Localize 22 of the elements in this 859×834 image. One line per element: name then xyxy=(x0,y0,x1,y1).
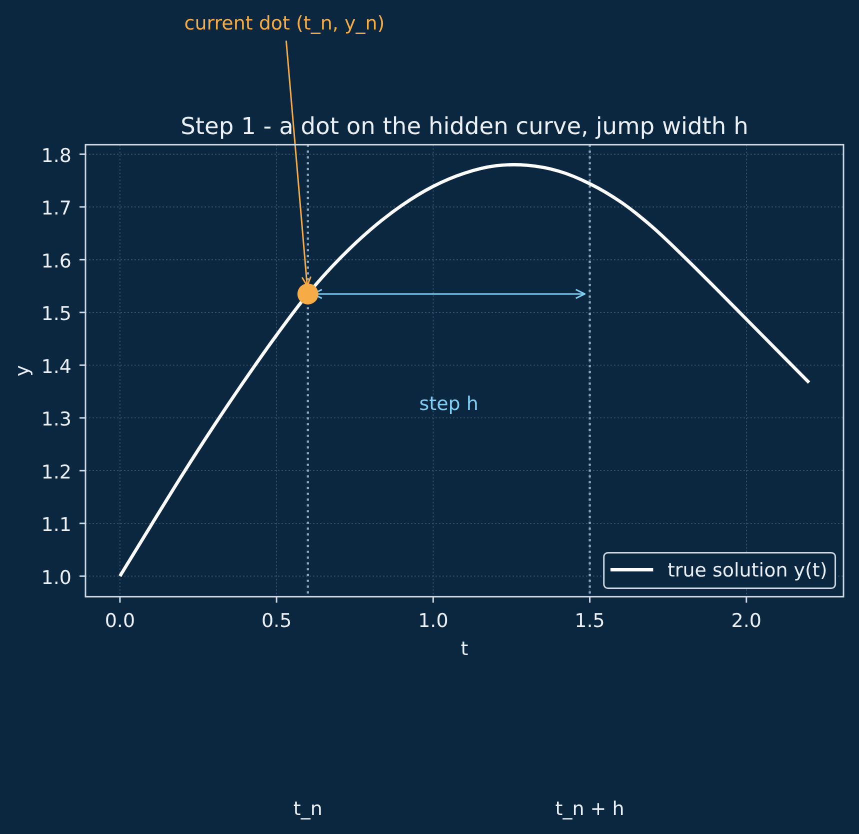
x-tick-label: 2.0 xyxy=(731,610,762,632)
x-axis-title: t xyxy=(460,638,468,660)
legend-label: true solution y(t) xyxy=(667,560,828,582)
y-tick-label: 1.7 xyxy=(41,198,72,220)
y-tick-label: 1.5 xyxy=(41,303,72,326)
y-axis-title: y xyxy=(12,365,34,376)
y-tick-label: 1.2 xyxy=(41,461,72,484)
annotation: current dot (t_n, y_n) xyxy=(184,12,385,34)
x-tick-label: 0.0 xyxy=(104,610,136,632)
x-tick-label: 0.5 xyxy=(261,610,292,632)
y-tick-label: 1.4 xyxy=(41,356,72,378)
text: t_n + h xyxy=(555,798,624,820)
text: t_n xyxy=(293,798,322,820)
chart-title: Step 1 - a dot on the hidden curve, jump width h xyxy=(180,113,748,140)
x-tick-label: 1.5 xyxy=(574,610,605,632)
x-tick-label: 1.0 xyxy=(418,610,448,632)
annotation: step h xyxy=(419,392,478,415)
y-tick-label: 1.3 xyxy=(41,408,72,431)
y-tick-label: 1.0 xyxy=(41,566,72,589)
y-tick-label: 1.8 xyxy=(41,144,72,167)
y-tick-label: 1.1 xyxy=(41,514,72,536)
y-tick-label: 1.6 xyxy=(41,250,72,272)
